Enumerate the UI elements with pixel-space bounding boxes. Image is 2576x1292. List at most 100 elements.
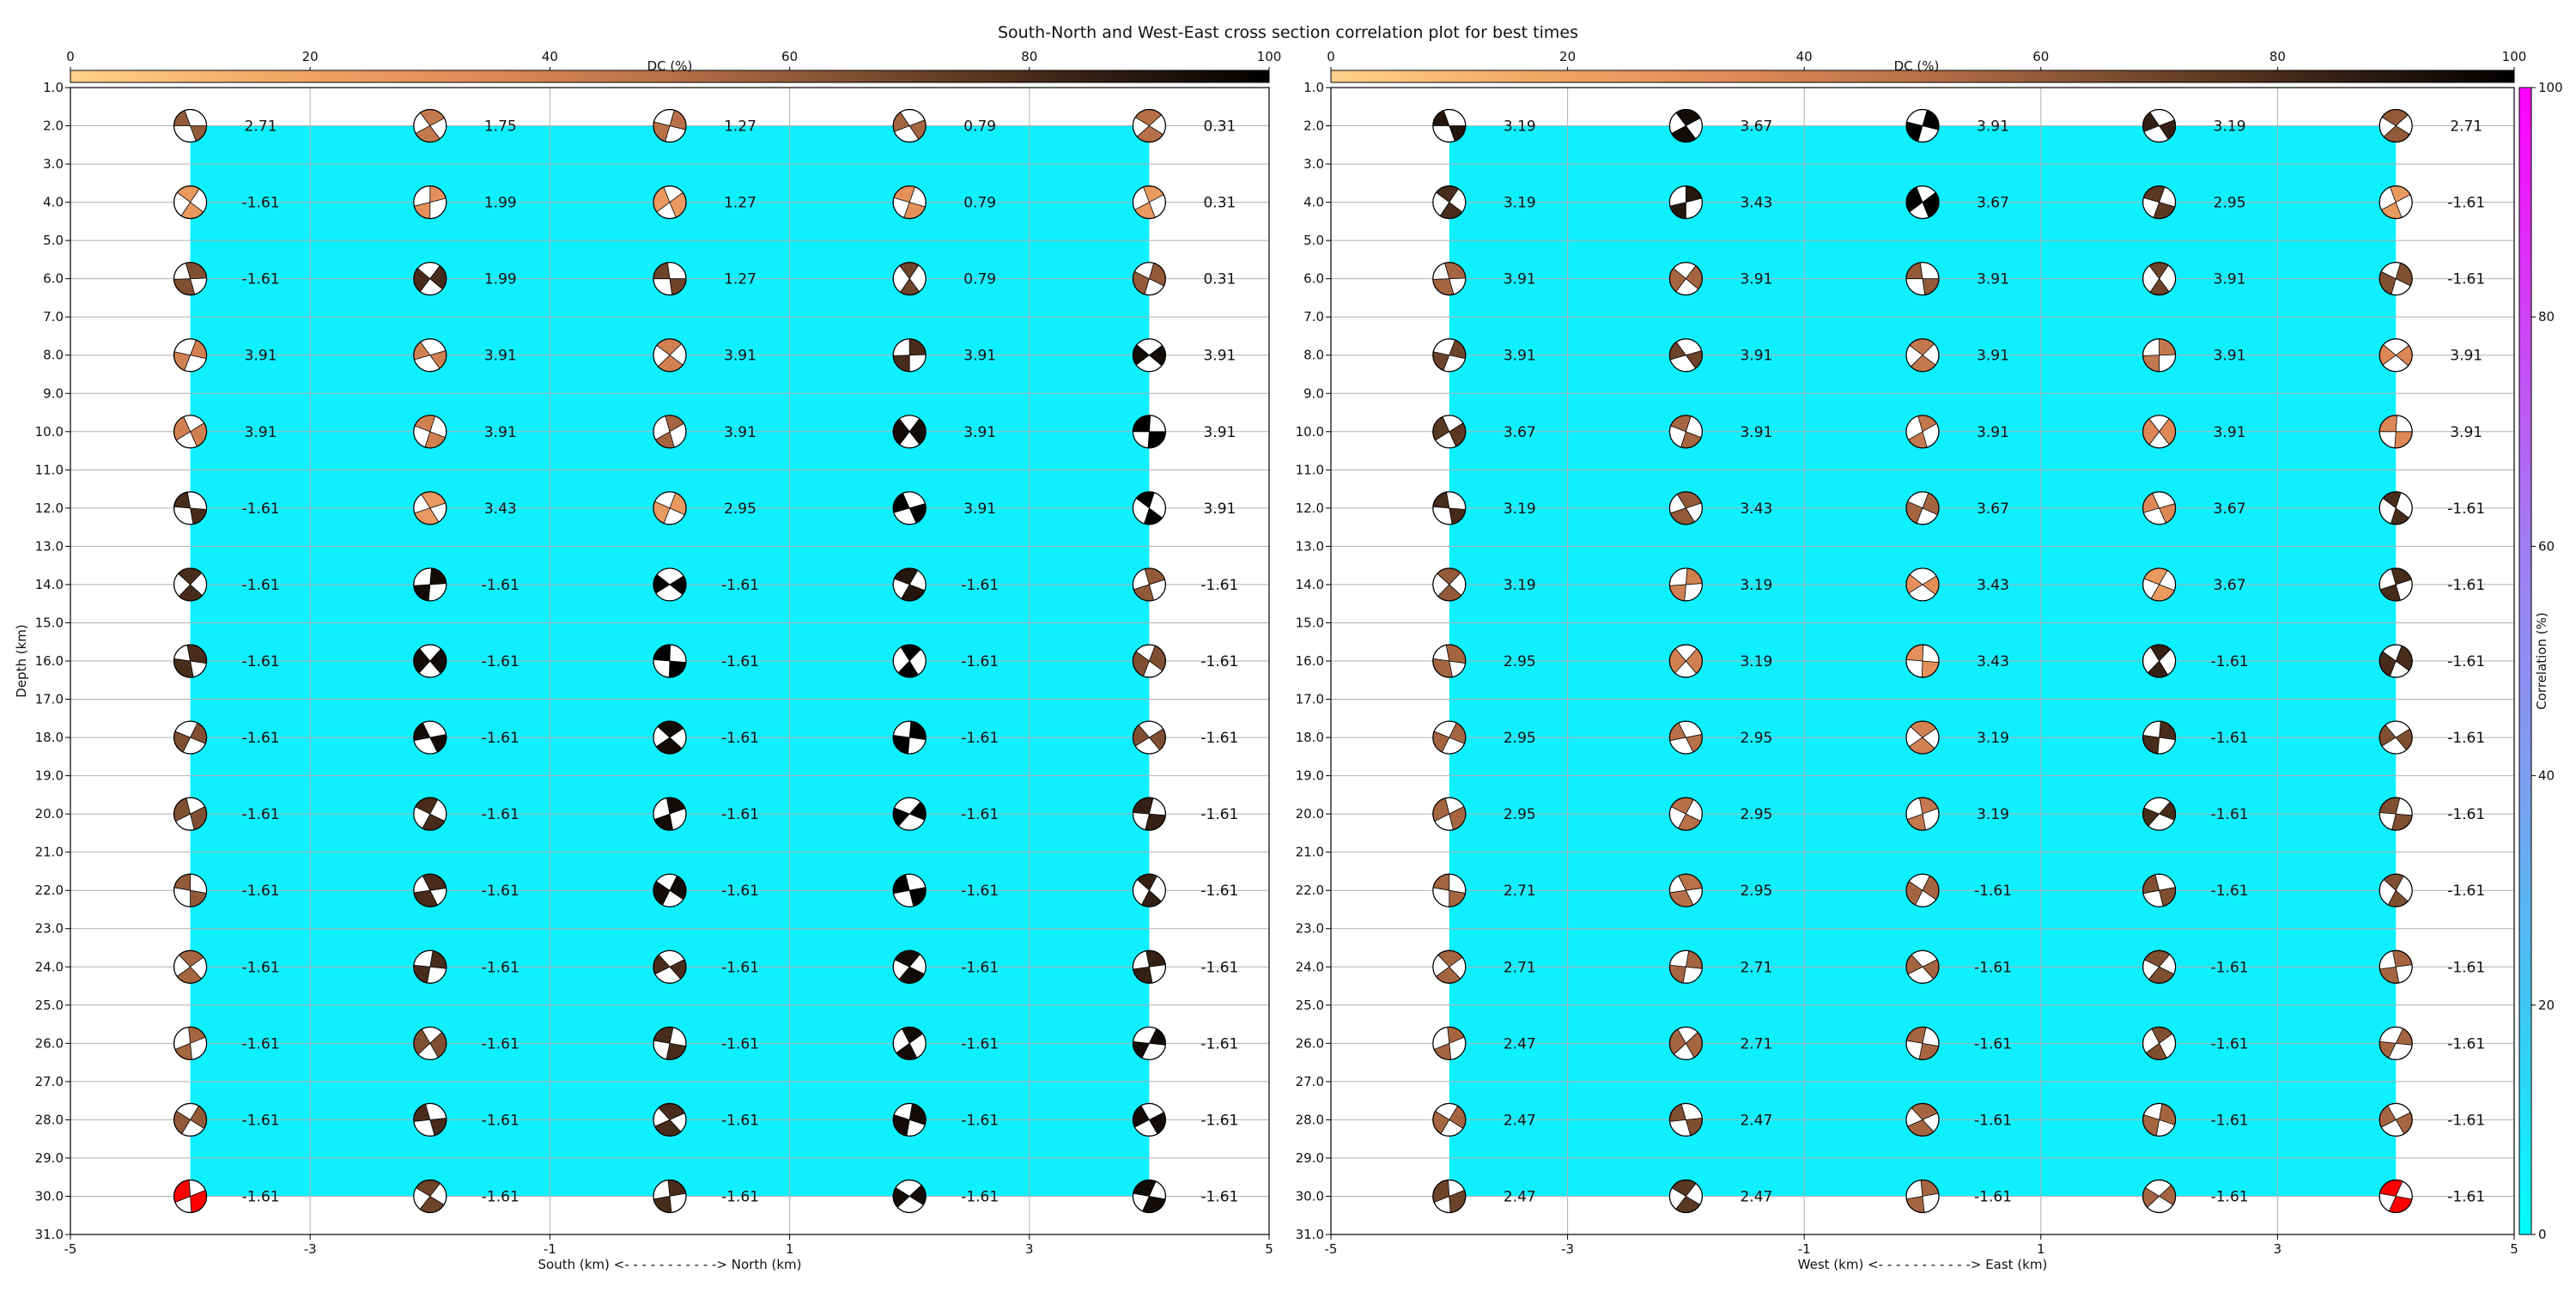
beachball [892, 873, 927, 907]
beachball [1432, 1179, 1467, 1214]
y-tick-label: 10.0 [35, 424, 64, 440]
beachball-edge [2379, 797, 2413, 831]
beachball [892, 108, 927, 143]
value-label: -1.61 [961, 1112, 999, 1129]
beachball [173, 185, 208, 220]
beachball-edge [2379, 873, 2413, 907]
beachball [2142, 1026, 2177, 1060]
beachball-edge [413, 491, 447, 525]
y-tick-label: 25.0 [1296, 998, 1324, 1013]
beachball-edge [653, 1179, 687, 1214]
beachball-edge [2379, 108, 2413, 143]
beachball-edge [1432, 185, 1467, 220]
beachball-edge [173, 108, 208, 143]
beachball [413, 415, 447, 449]
value-label: 2.71 [2450, 118, 2482, 136]
dc-colorbar-tick-label: 80 [2269, 49, 2286, 64]
beachball-edge [892, 873, 927, 907]
beachball-edge [1905, 108, 1940, 143]
y-tick-label: 23.0 [1296, 921, 1324, 937]
beachball [1905, 491, 1940, 525]
value-label: -1.61 [1200, 653, 1238, 670]
beachball-edge [892, 491, 927, 525]
beachball [2142, 1102, 2177, 1137]
beachball-edge [892, 1102, 927, 1137]
value-label: 1.27 [724, 271, 756, 288]
beachball [1668, 644, 1704, 678]
beachball [1668, 797, 1704, 831]
beachball [1432, 1026, 1467, 1060]
value-label: -1.61 [1200, 730, 1238, 747]
beachball-edge [2379, 567, 2413, 602]
beachball [653, 797, 687, 831]
beachball [1432, 797, 1467, 831]
value-label: -1.61 [1974, 959, 2012, 976]
y-tick-label: 20.0 [1296, 806, 1324, 822]
beachball [653, 262, 687, 296]
beachball [1132, 491, 1167, 525]
beachball [173, 491, 208, 525]
beachball-edge [1905, 644, 1940, 678]
beachball [173, 415, 208, 449]
beachball [1905, 873, 1940, 907]
y-tick-label: 19.0 [1296, 768, 1324, 784]
value-label: -1.61 [721, 806, 759, 823]
panel-west-east: 0 20 40 60 80 100 DC (%) -5 -3 -1 1 3 5 West (km) <- … [1296, 49, 2527, 1272]
value-label: 3.43 [1977, 653, 2009, 670]
value-label: 1.99 [484, 195, 517, 212]
correlation-colorbar-tick-label: 20 [2538, 998, 2555, 1013]
beachball-edge [173, 949, 208, 984]
beachball-edge [653, 338, 687, 373]
beachball-quadrant [173, 658, 194, 678]
dc-colorbar-tick-label: 100 [2502, 49, 2527, 64]
x-tick-label: -1 [544, 1241, 556, 1257]
beachball-edge [1905, 415, 1940, 449]
value-label: -1.61 [2211, 1188, 2249, 1205]
beachball [892, 1102, 927, 1137]
beachball-edge [1905, 1179, 1940, 1214]
x-tick-label: 3 [2274, 1241, 2282, 1257]
beachball [2142, 797, 2177, 831]
beachball [173, 949, 208, 984]
x-axis-label: South (km) <- - - - - - - - - - -> North… [538, 1257, 802, 1272]
y-tick-label: 2.0 [43, 118, 64, 134]
y-tick-label: 13.0 [1296, 538, 1324, 554]
beachball [1432, 720, 1467, 755]
value-label: 3.91 [963, 424, 996, 441]
value-label: 3.67 [2214, 577, 2246, 594]
value-label: 2.71 [245, 118, 277, 136]
beachball-edge [1132, 491, 1167, 525]
y-tick-label: 18.0 [1296, 730, 1324, 745]
beachball [1905, 720, 1940, 755]
beachball-edge [653, 797, 687, 831]
beachball [653, 873, 687, 907]
beachball [2142, 262, 2177, 296]
beachball-edge [892, 262, 927, 296]
value-label: 3.91 [1977, 271, 2009, 288]
value-label: -1.61 [242, 806, 280, 823]
value-label: -1.61 [2447, 959, 2485, 976]
beachball [2142, 1179, 2177, 1214]
beachball-edge [1905, 1026, 1940, 1060]
x-tick-label: -5 [1325, 1241, 1338, 1257]
beachball [1905, 338, 1940, 373]
beachball-edge [1132, 185, 1167, 220]
dc-colorbar-tick-label: 0 [66, 49, 75, 64]
value-label: -1.61 [482, 959, 519, 976]
beachball [653, 491, 687, 525]
value-label: -1.61 [721, 959, 759, 976]
beachball-edge [2142, 567, 2177, 602]
value-label: -1.61 [242, 959, 280, 976]
y-tick-label: 8.0 [43, 348, 64, 363]
value-label: -1.61 [721, 1035, 759, 1052]
beachball-edge [1132, 797, 1167, 831]
beachball [2142, 873, 2177, 907]
beachball [1132, 797, 1167, 831]
dc-colorbar-tick-label: 40 [542, 49, 558, 64]
value-label: 3.91 [963, 348, 996, 365]
beachball [173, 1026, 208, 1060]
dc-colorbar-tick-label: 40 [1796, 49, 1813, 64]
value-label: -1.61 [242, 577, 280, 594]
beachball [413, 262, 447, 296]
beachball [1132, 720, 1167, 755]
